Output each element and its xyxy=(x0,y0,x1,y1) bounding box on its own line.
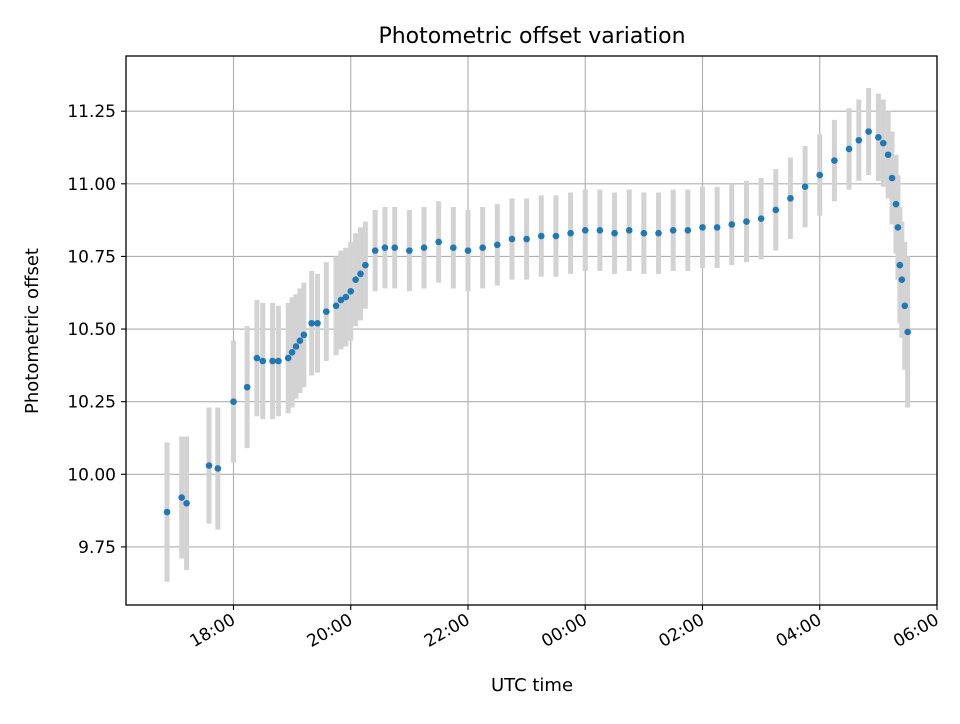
data-point xyxy=(230,398,237,405)
data-point xyxy=(743,218,750,225)
data-point xyxy=(855,136,863,144)
y-axis-ticks: 9.75 10.00 10.25 10.50 10.75 11.00 11.25 xyxy=(67,102,126,558)
data-point xyxy=(342,293,350,301)
data-point xyxy=(352,276,359,283)
data-point xyxy=(581,226,589,234)
data-point xyxy=(684,226,692,234)
data-point xyxy=(332,302,340,310)
data-point xyxy=(611,229,618,237)
y-tick-label: 11.25 xyxy=(67,102,116,122)
data-point xyxy=(296,337,304,344)
y-tick-label: 10.25 xyxy=(67,393,116,413)
data-point xyxy=(362,261,369,269)
data-point xyxy=(214,465,222,472)
data-point xyxy=(391,244,399,252)
y-tick-label: 10.50 xyxy=(67,320,116,340)
data-point xyxy=(552,232,560,240)
data-point xyxy=(904,328,911,336)
y-tick-label: 11.00 xyxy=(67,175,116,195)
data-point xyxy=(884,151,892,159)
data-point xyxy=(888,174,896,182)
data-point xyxy=(450,244,457,252)
data-point xyxy=(288,348,296,356)
data-point xyxy=(243,383,251,391)
data-point xyxy=(275,357,282,365)
data-point xyxy=(669,226,677,234)
data-point xyxy=(253,354,261,362)
y-axis-label: Photometric offset xyxy=(22,248,43,414)
data-point xyxy=(728,221,736,228)
data-point xyxy=(713,224,721,231)
data-point xyxy=(772,206,780,214)
data-point xyxy=(183,500,190,507)
data-point xyxy=(845,145,853,153)
chart-title: Photometric offset variation xyxy=(378,24,685,49)
data-point xyxy=(347,287,355,295)
data-point xyxy=(420,244,428,252)
data-point xyxy=(300,331,308,339)
data-point xyxy=(357,270,364,278)
data-point xyxy=(178,494,185,501)
data-point xyxy=(163,508,171,516)
data-point xyxy=(831,157,838,164)
data-point xyxy=(875,134,882,141)
data-point xyxy=(699,224,706,231)
data-point xyxy=(435,238,442,246)
data-point xyxy=(898,276,906,283)
data-point xyxy=(337,296,345,304)
data-point xyxy=(479,244,486,252)
data-point xyxy=(901,302,909,310)
data-point xyxy=(801,183,809,191)
y-tick-label: 9.75 xyxy=(78,538,116,558)
data-point xyxy=(816,171,824,179)
data-point xyxy=(508,235,516,243)
x-axis-label: UTC time xyxy=(491,675,573,696)
data-point xyxy=(323,308,330,315)
data-point xyxy=(314,319,321,327)
data-point xyxy=(308,319,315,327)
data-point xyxy=(892,200,900,208)
data-points xyxy=(163,128,911,516)
data-point xyxy=(787,195,794,202)
data-point xyxy=(464,247,472,254)
data-point xyxy=(537,232,545,240)
y-tick-label: 10.00 xyxy=(67,465,116,485)
plot-frame xyxy=(125,55,938,606)
y-tick-label: 10.75 xyxy=(67,247,116,267)
data-point xyxy=(567,229,574,237)
data-point xyxy=(757,215,765,222)
data-point xyxy=(292,343,300,350)
data-point xyxy=(625,226,633,234)
data-point xyxy=(284,354,292,362)
data-point xyxy=(879,139,887,147)
data-point xyxy=(655,229,662,237)
data-point xyxy=(523,235,530,243)
data-point xyxy=(269,357,276,365)
data-point xyxy=(371,247,379,254)
data-point xyxy=(381,244,389,252)
data-point xyxy=(205,462,213,469)
data-point xyxy=(640,229,648,237)
data-point xyxy=(406,247,413,254)
data-point xyxy=(596,226,604,234)
data-point xyxy=(259,357,267,365)
data-point xyxy=(494,241,501,249)
data-point xyxy=(894,224,902,231)
data-point xyxy=(865,128,872,135)
data-point xyxy=(896,261,904,269)
